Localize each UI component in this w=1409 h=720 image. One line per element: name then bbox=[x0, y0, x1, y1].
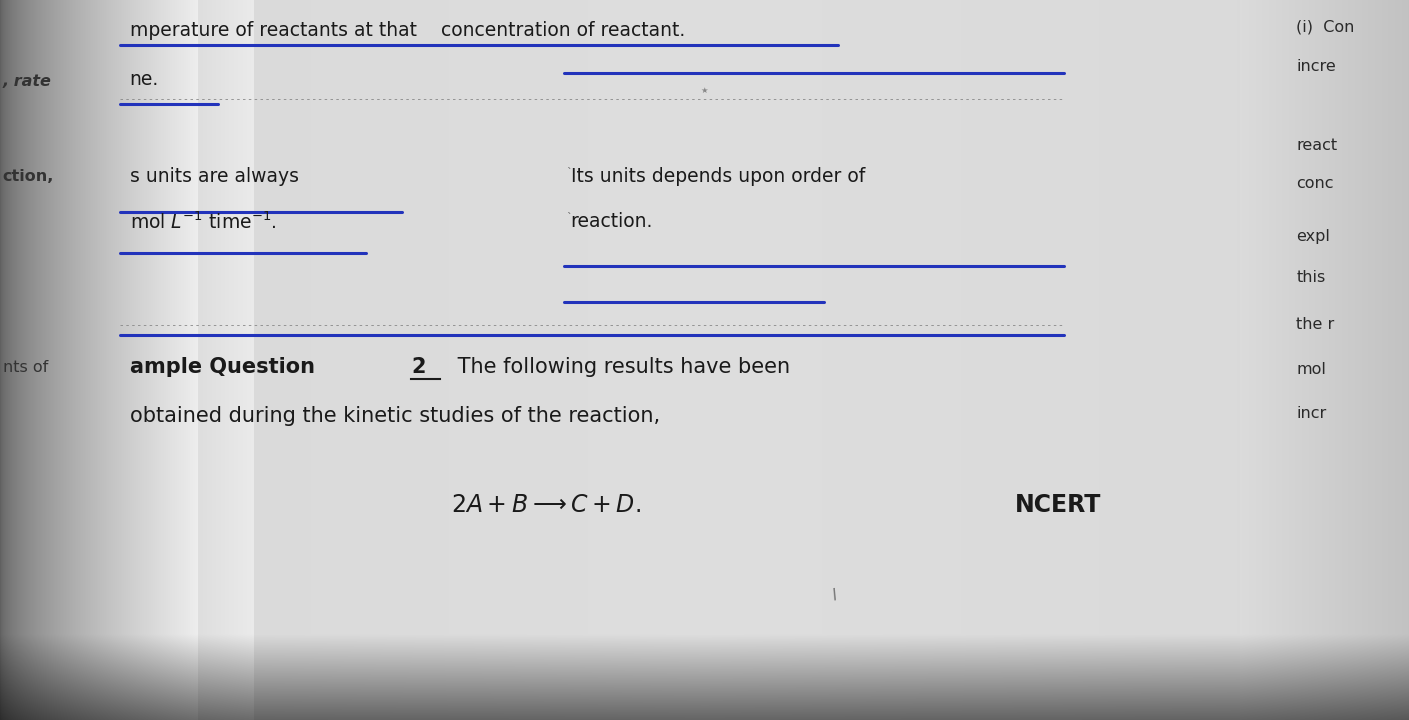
Text: |: | bbox=[831, 588, 837, 600]
Text: obtained during the kinetic studies of the reaction,: obtained during the kinetic studies of t… bbox=[130, 406, 659, 426]
Text: incre: incre bbox=[1296, 59, 1336, 73]
Text: ★: ★ bbox=[700, 86, 709, 94]
Text: incr: incr bbox=[1296, 407, 1326, 421]
Text: , rate: , rate bbox=[3, 74, 52, 89]
Text: 2: 2 bbox=[411, 357, 426, 377]
Text: mol: mol bbox=[1296, 362, 1326, 377]
Text: (i)  Con: (i) Con bbox=[1296, 20, 1354, 35]
Text: ne.: ne. bbox=[130, 70, 159, 89]
Text: mperature of reactants at that    concentration of reactant.: mperature of reactants at that concentra… bbox=[130, 21, 685, 40]
Text: `: ` bbox=[566, 213, 572, 223]
Text: ample Question: ample Question bbox=[130, 357, 321, 377]
Text: conc: conc bbox=[1296, 176, 1334, 191]
Text: expl: expl bbox=[1296, 229, 1330, 243]
Text: `: ` bbox=[566, 168, 572, 178]
Text: ction,: ction, bbox=[3, 169, 54, 184]
Text: react: react bbox=[1296, 138, 1337, 153]
Text: $2A + B \longrightarrow C + D.$: $2A + B \longrightarrow C + D.$ bbox=[451, 493, 641, 518]
Text: Its units depends upon order of: Its units depends upon order of bbox=[571, 167, 865, 186]
Text: The following results have been: The following results have been bbox=[451, 357, 790, 377]
Text: NCERT: NCERT bbox=[1014, 493, 1100, 518]
Text: mol $L^{-1}$ time$^{-1}$.: mol $L^{-1}$ time$^{-1}$. bbox=[130, 211, 276, 233]
Text: reaction.: reaction. bbox=[571, 212, 652, 231]
Text: this: this bbox=[1296, 271, 1326, 285]
Text: the r: the r bbox=[1296, 318, 1334, 332]
Text: nts of: nts of bbox=[3, 360, 48, 374]
Text: s units are always: s units are always bbox=[130, 167, 299, 186]
